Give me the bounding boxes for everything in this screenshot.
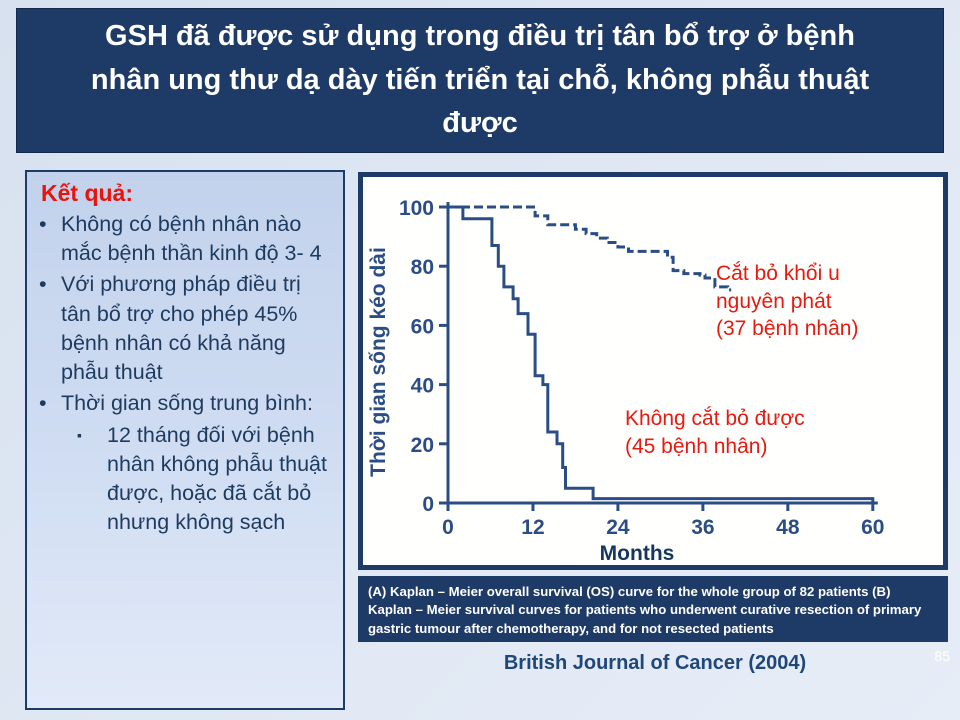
annotation-line: (37 bệnh nhân) [716,317,859,341]
figure-caption-text: (A) Kaplan – Meier overall survival (OS)… [368,584,922,636]
survival-chart: 0 20 40 60 80 100 0 12 24 36 48 60 Months Thời gian s… [367,197,884,565]
slide-title-bar: GSH đã được sử dụng trong điều trị tân b… [16,8,944,153]
y-tick-label: 20 [411,434,434,457]
x-tick-label: 36 [691,516,714,539]
survival-curve-not-resected [448,205,875,503]
x-tick-label: 0 [442,516,454,539]
result-sub-bullet: ▪ 12 tháng đối với bệnh nhân không phẫu … [39,421,335,538]
x-axis-label: Months [600,542,675,565]
result-bullet: • Với phương pháp điều trị tân bổ trợ ch… [39,270,335,387]
kaplan-meier-figure: 0 20 40 60 80 100 0 12 24 36 48 60 Months Thời gian s… [358,172,948,570]
annotation-line: Cắt bỏ khổi u [716,262,840,285]
x-tick-label: 24 [606,516,630,539]
result-bullet-text: Với phương pháp điều trị tân bổ trợ cho … [61,272,301,385]
y-tick-label: 0 [422,493,434,516]
result-bullet-text: Thời gian sống trung bình: [61,391,313,416]
source-citation: British Journal of Cancer (2004) [503,652,807,674]
y-tick-label: 40 [411,375,434,398]
bullet-icon: • [39,391,47,416]
results-heading: Kết quả: [41,180,133,206]
figure-caption: (A) Kaplan – Meier overall survival (OS)… [358,576,948,642]
result-bullet: • Thời gian sống trung bình: [39,389,335,418]
annotation-resected: Cắt bỏ khổi u nguyên phát (37 bệnh nhân) [716,260,858,343]
annotation-not-resected: Không cắt bỏ được (45 bệnh nhân) [625,405,805,460]
y-axis-label: Thời gian sống kéo dài [367,247,390,477]
result-bullet: • Không có bệnh nhân nào mắc bệnh thần k… [39,210,335,268]
result-sub-bullet-text: 12 tháng đối với bệnh nhân không phẫu th… [107,422,327,535]
bullet-icon: • [39,212,47,236]
square-bullet-icon: ▪ [77,426,82,443]
page-number: 85 [934,648,950,664]
annotation-line: Không cắt bỏ được [625,407,805,430]
result-bullet-text: Không có bệnh nhân nào mắc bệnh thần kin… [61,212,322,266]
y-tick-label: 80 [411,256,434,279]
annotation-line: (45 bệnh nhân) [625,434,768,458]
bullet-icon: • [39,272,47,297]
x-tick-label: 60 [861,516,884,539]
annotation-line: nguyên phát [716,289,832,313]
survival-curve-resected [448,205,732,292]
x-tick-label: 48 [776,516,800,539]
y-tick-label: 60 [411,315,434,338]
slide-title: GSH đã được sử dụng trong điều trị tân b… [90,20,870,140]
x-tick-label: 12 [521,516,544,539]
results-panel: Kết quả: • Không có bệnh nhân nào mắc bệ… [25,170,345,710]
results-list: • Không có bệnh nhân nào mắc bệnh thần k… [39,210,335,538]
y-tick-label: 100 [399,197,434,220]
